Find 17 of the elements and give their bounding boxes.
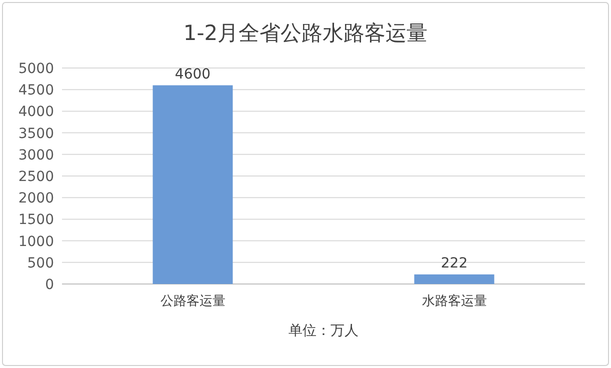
y-tick-label: 4000 [18,104,54,120]
y-tick-label: 2500 [18,169,54,185]
data-label: 4600 [174,66,211,82]
y-tick-label: 500 [27,255,54,272]
y-tick-label: 5000 [18,61,54,77]
y-tick-label: 1000 [18,234,54,250]
y-tick-label: 3500 [18,126,54,142]
data-label: 222 [440,255,468,272]
x-tick-label: 水路客运量 [422,293,487,309]
y-tick-label: 2000 [18,190,54,207]
x-tick-label: 公路客运量 [160,293,226,309]
x-axis-title: 单位：万人 [288,323,358,339]
y-tick-label: 0 [45,277,54,293]
y-tick-label: 3000 [18,147,54,164]
y-tick-label: 4500 [18,82,54,99]
y-tick-label: 1500 [18,212,54,228]
chart-title: 1-2月全省公路水路客运量 [183,21,428,45]
